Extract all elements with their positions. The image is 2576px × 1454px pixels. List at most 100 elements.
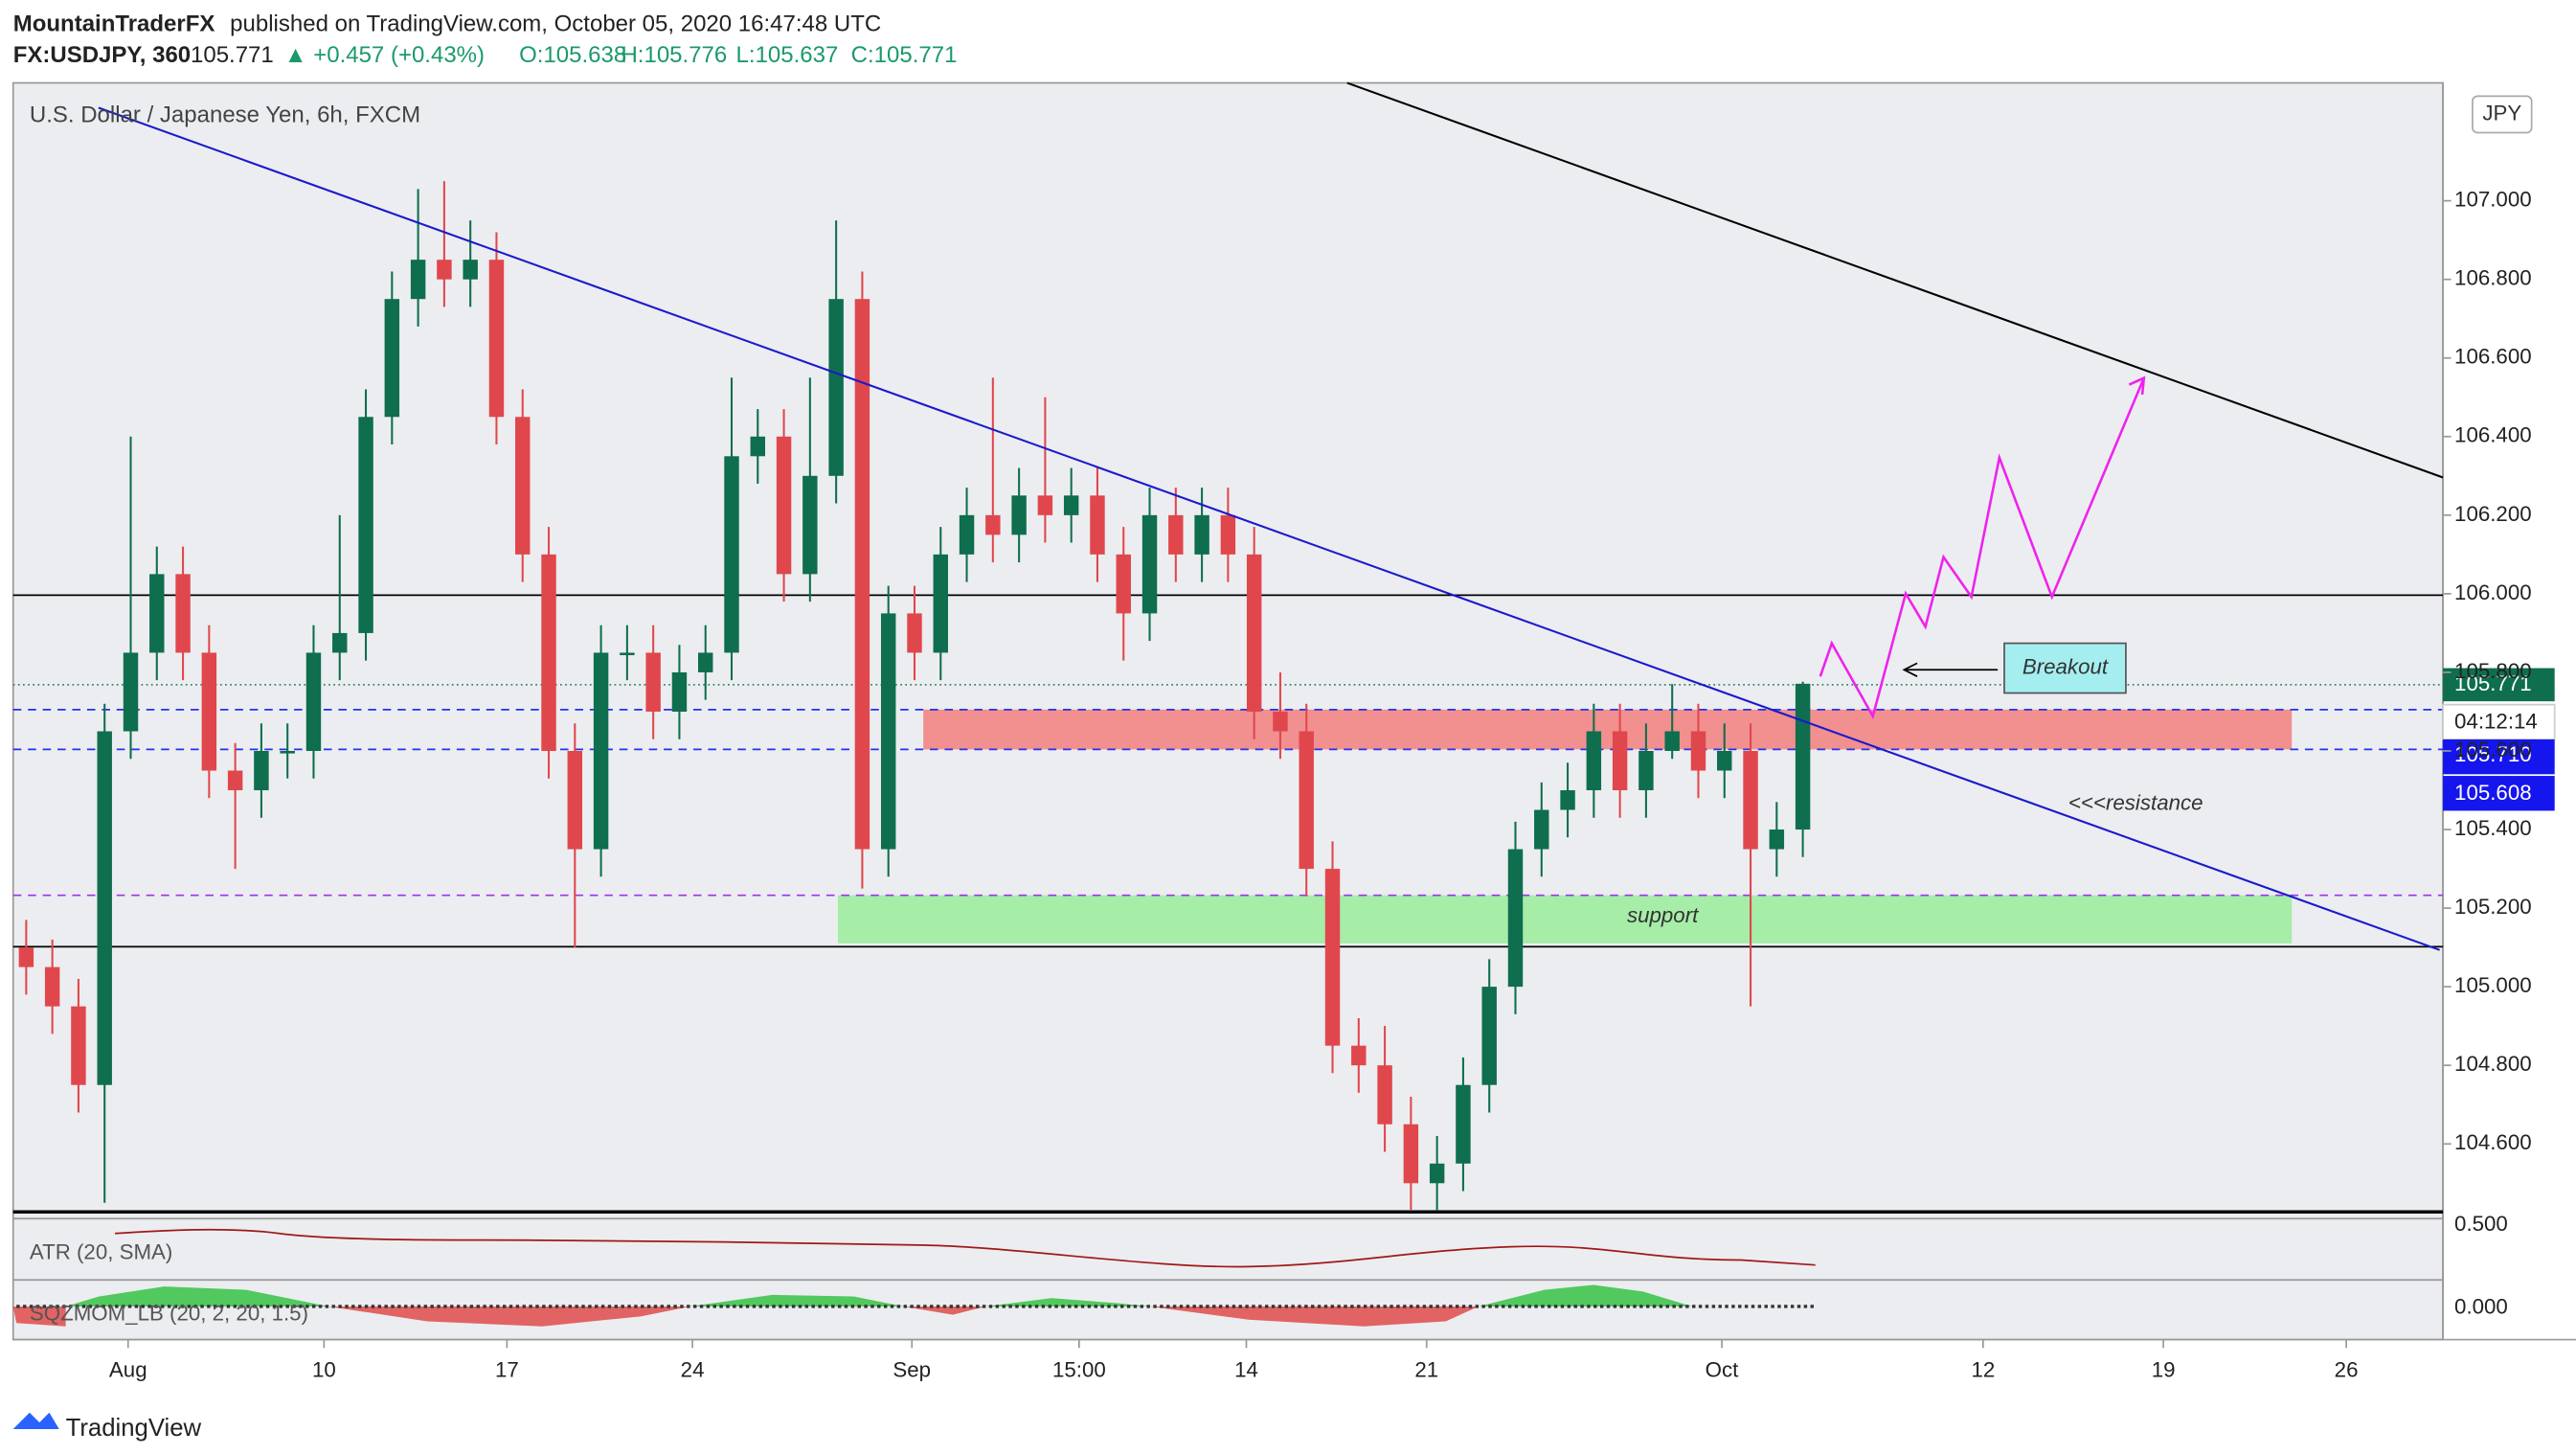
indicator-tick: 0.000 [2454,1295,2508,1319]
candle-body [123,652,139,732]
support-zone [837,895,2293,943]
candles [18,181,1811,1212]
chart-title: U.S. Dollar / Japanese Yen, 6h, FXCM [30,102,420,127]
candle-body [1664,731,1680,751]
x-tick-label: 12 [1971,1357,1995,1381]
candle-body [1795,683,1811,830]
candle-body [985,514,1001,535]
symbol: FX:USDJPY, 360 [13,42,191,68]
price-label: 105.771 [2454,671,2532,695]
candle-body [1037,495,1053,515]
candle-body [1456,1084,1471,1164]
price-badge [2443,738,2555,775]
logo [12,1412,59,1430]
change: ▲ +0.457 (+0.43%) [284,42,485,68]
last: 105.771 [191,42,274,68]
x-tick-label: Aug [109,1357,147,1381]
candle-body [149,574,165,653]
candle-body [437,260,452,280]
open: O:105.638 [519,42,626,68]
candle-body [1194,514,1209,555]
candle-body [71,1006,86,1085]
x-tick-label: Sep [893,1357,931,1381]
atr-line [115,1228,1816,1268]
candle-body [1612,731,1628,791]
x-tick-label: 10 [312,1357,336,1381]
y-tick-label: 107.000 [2454,187,2532,211]
candle-body [1168,514,1184,555]
candle-body [1063,495,1079,515]
candle-body [280,750,295,754]
indicator-name: ATR (20, SMA) [30,1239,172,1263]
resistance-zone [923,709,2293,750]
candle-body [854,299,870,850]
candle-body [1273,711,1288,732]
published: published on TradingView.com, October 05… [230,11,881,36]
candle-body [1638,750,1654,791]
candle-body [384,299,400,418]
candle-body [567,750,583,850]
trend-line [1346,81,2444,479]
annotation: Breakout [2022,654,2109,678]
y-tick-label: 105.200 [2454,895,2532,919]
candle-body [959,514,975,555]
x-tick-label: 19 [2152,1357,2176,1381]
candle-body [1534,809,1549,850]
candle-body [1481,987,1497,1085]
candle-body [1246,554,1262,712]
candle-body [44,966,60,1007]
x-tick-label: 26 [2335,1357,2359,1381]
candle-body [933,554,948,653]
candle-body [410,260,426,300]
x-tick-label: Oct [1706,1357,1739,1381]
candle-body [1690,731,1706,771]
candle-body [1560,790,1575,810]
candle-body [620,652,635,656]
candle-body [1299,731,1314,870]
candle-body [1429,1163,1445,1184]
candle-body [1769,829,1785,850]
countdown-badge [2442,703,2556,740]
y-tick-label: 106.800 [2454,266,2532,290]
candle-body [463,260,478,280]
candle-body [1351,1045,1367,1066]
y-tick-label: 104.600 [2454,1130,2532,1154]
candle-body [332,632,348,653]
candle-body [175,574,191,653]
candle-body [227,770,243,791]
arrowhead [1902,662,1918,677]
y-tick-label: 106.600 [2454,345,2532,369]
candle-body [776,436,792,575]
indicator-tick: 0.500 [2454,1212,2508,1236]
candle-body [802,475,818,575]
countdown: 04:12:14 [2454,710,2538,734]
projection-path [1819,377,2145,720]
candle-body [1507,849,1524,988]
candle-body [698,652,713,672]
price-label: 105.710 [2454,742,2532,766]
candle-body [1324,869,1341,1046]
price-badge [2443,776,2555,811]
candle-body [1220,514,1236,555]
candle-body [1586,731,1602,791]
indicator-name: SQZMOM_LB (20, 2, 20, 1.5) [30,1301,308,1325]
candle-body [1717,750,1732,771]
candle-body [750,436,766,457]
candle-body [254,750,269,791]
candle-body [880,613,896,850]
trend-line [98,106,2440,951]
footer-brand: TradingView [66,1415,202,1442]
breakout-box [2003,642,2127,694]
annotation: support [1627,903,1699,927]
candle-body [18,947,34,967]
price-badge [2443,668,2555,702]
candle-body [1403,1124,1419,1184]
candle-body [1116,554,1131,614]
x-tick-label: 15:00 [1052,1357,1106,1381]
close: C:105.771 [851,42,958,68]
x-tick-label: 14 [1234,1357,1258,1381]
candle-body [358,417,373,633]
annotation: <<<resistance [2068,790,2203,814]
